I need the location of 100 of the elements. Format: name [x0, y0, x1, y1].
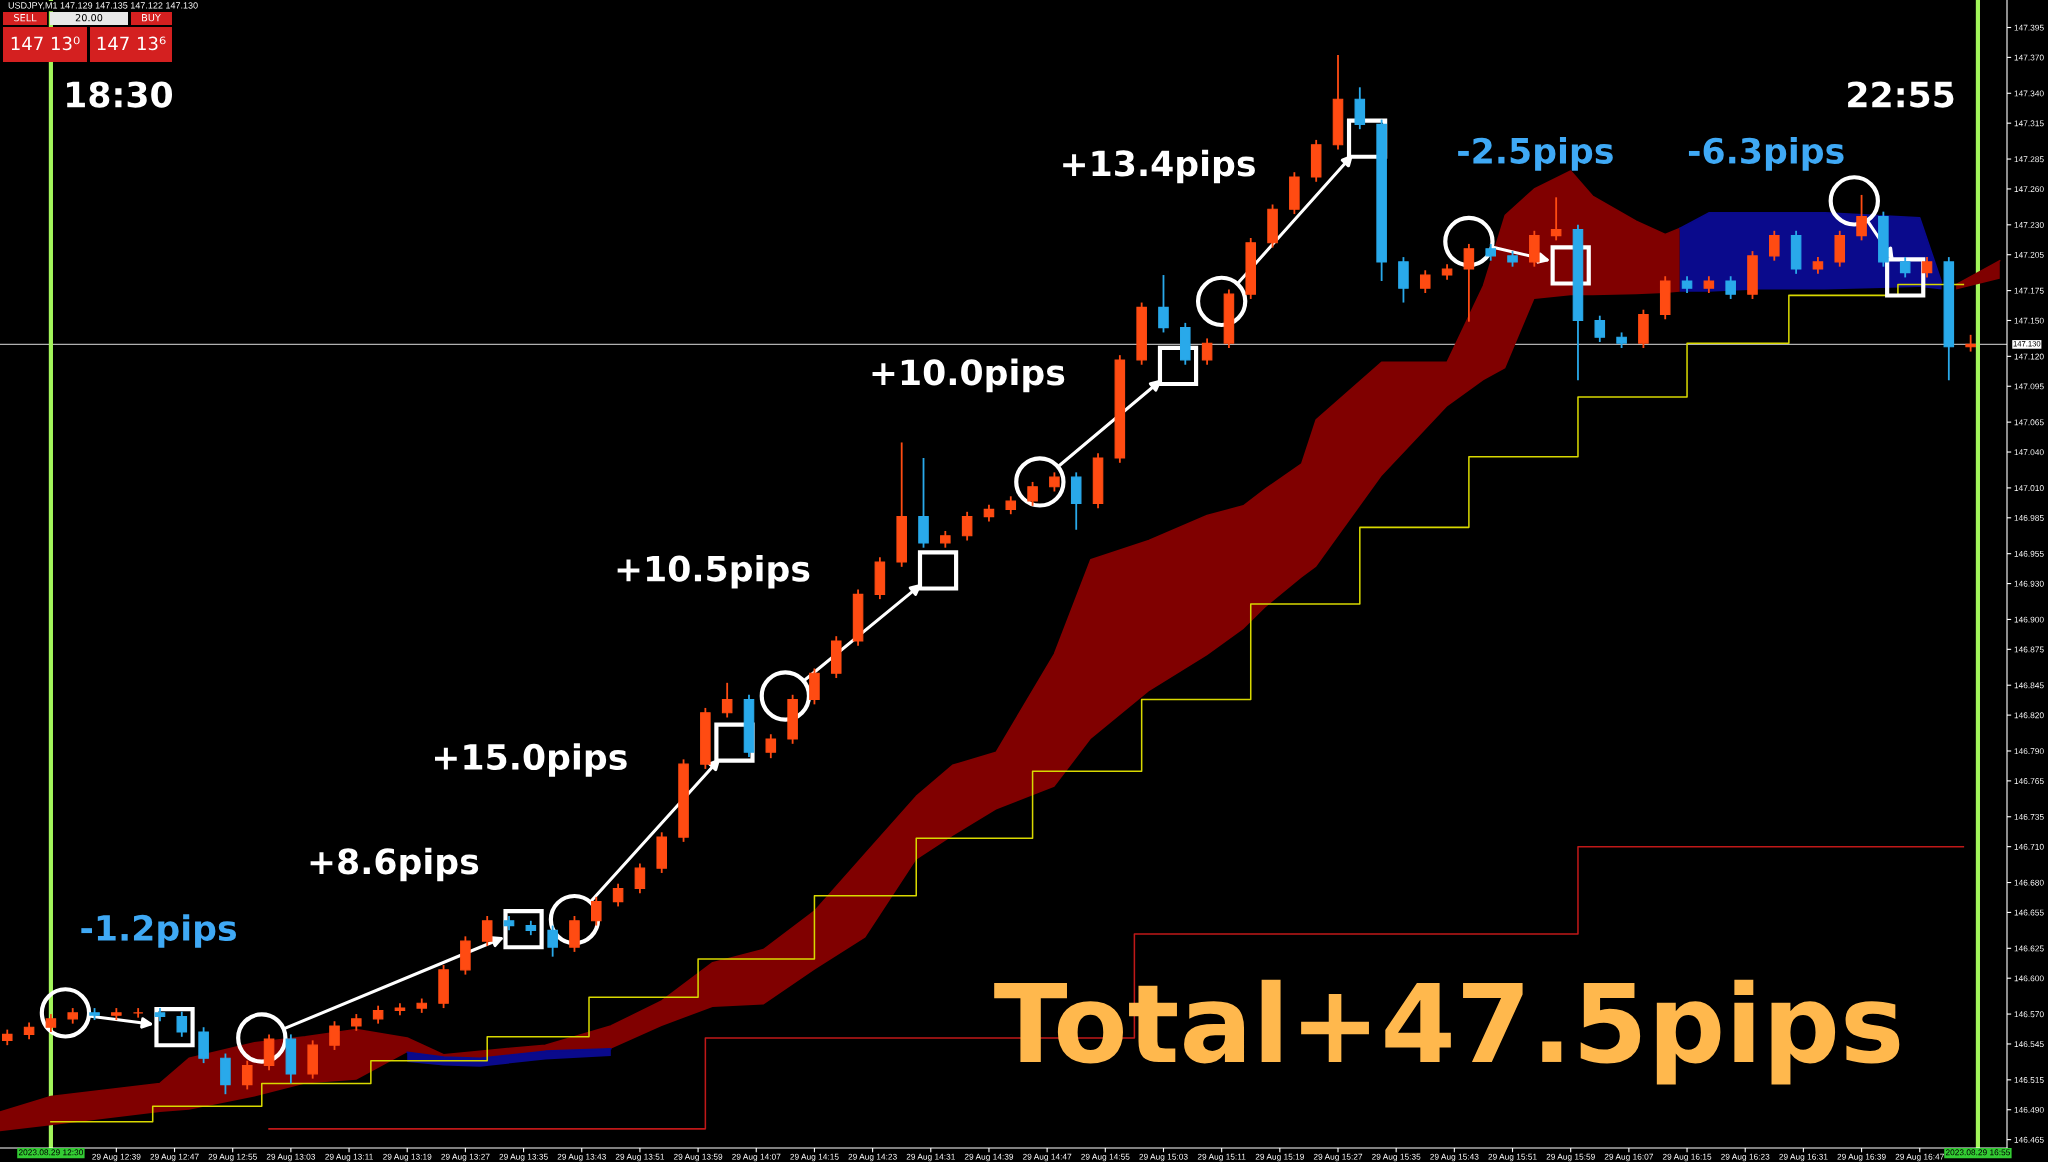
annotation: 20.00	[75, 13, 103, 22]
x-tick-label: 29 Aug 16:07	[1604, 1153, 1654, 1162]
x-tick-label: 29 Aug 14:55	[1081, 1153, 1130, 1162]
candlestick	[634, 862, 646, 895]
y-tick-label: 147.285	[2014, 156, 2044, 163]
y-tick-label: 146.955	[2014, 550, 2044, 557]
x-tick-label: 29 Aug 16:39	[1837, 1153, 1886, 1162]
candlestick	[1158, 274, 1169, 334]
y-tick-label: 146.790	[2014, 748, 2044, 755]
point	[236, 1012, 288, 1064]
x-tick-label: 29 Aug 15:43	[1430, 1153, 1479, 1162]
y-tick-label: 146.710	[2014, 843, 2044, 850]
chart-title: USDJPY,M1 147.129 147.135 147.122 147.130	[8, 2, 198, 10]
annotation: 147 13⁶	[97, 36, 166, 51]
x-tick-label: 29 Aug 13:51	[615, 1153, 665, 1162]
point	[1195, 275, 1248, 328]
y-tick-label: 146.820	[2014, 712, 2044, 719]
x-tick-label: 29 Aug 16:31	[1779, 1153, 1828, 1162]
candlestick	[329, 1020, 340, 1051]
point	[1014, 456, 1066, 508]
annotation: SELL	[14, 13, 37, 22]
y-tick-label: 146.930	[2014, 580, 2044, 587]
x-tick-label: 29 Aug 14:47	[1022, 1153, 1072, 1162]
candlestick	[961, 510, 973, 542]
x-tick-label: 29 Aug 13:03	[266, 1153, 316, 1162]
candlestick	[1725, 275, 1736, 300]
x-tick-label: 29 Aug 12:39	[92, 1153, 141, 1162]
y-tick-label: 147.175	[2014, 287, 2044, 294]
candlestick	[1921, 256, 1933, 279]
candlestick	[1965, 333, 1976, 353]
x-tick-label: 29 Aug 15:03	[1139, 1153, 1188, 1162]
x-tick-label: 29 Aug 12:47	[150, 1153, 199, 1162]
annotation: +13.4pips	[1063, 149, 1255, 184]
x-tick-label: 29 Aug 15:19	[1255, 1153, 1304, 1162]
candlestick	[1027, 481, 1038, 507]
candlestick	[612, 882, 624, 908]
y-tick-label: 147.395	[2014, 24, 2044, 31]
point	[503, 909, 544, 950]
ref-line-label: 2023.08.29 12:30	[18, 1149, 84, 1156]
x-tick-label: 29 Aug 13:59	[673, 1153, 723, 1162]
point	[1443, 215, 1495, 268]
candlestick	[1419, 269, 1431, 294]
y-tick-label: 146.490	[2014, 1106, 2044, 1113]
x-tick-label: 29 Aug 14:15	[790, 1153, 839, 1162]
y-tick-label: 147.040	[2014, 449, 2044, 456]
y-tick-label: 146.570	[2014, 1011, 2044, 1018]
annotation: +15.0pips	[435, 743, 627, 777]
x-tick-label: 29 Aug 14:39	[964, 1153, 1014, 1162]
x-tick-label: 29 Aug 15:51	[1488, 1153, 1537, 1162]
point	[759, 670, 812, 722]
candlestick	[1049, 471, 1060, 493]
x-tick-label: 29 Aug 12:55	[208, 1153, 257, 1162]
y-tick-label: 146.845	[2014, 682, 2044, 689]
candlestick	[1769, 229, 1780, 262]
y-tick-label: 146.900	[2014, 616, 2044, 623]
candlestick	[547, 924, 558, 958]
point	[917, 550, 959, 591]
y-tick-label: 146.655	[2014, 909, 2044, 916]
point	[1157, 345, 1199, 387]
candlestick	[1550, 196, 1562, 242]
y-tick-label: 147.370	[2014, 54, 2044, 61]
candlestick	[1899, 256, 1911, 279]
annotation: 18:30	[67, 81, 173, 108]
y-tick-label: 147.260	[2014, 186, 2044, 193]
y-tick-label: 146.985	[2014, 515, 2044, 521]
annotation: Total+47.5pips	[994, 979, 1900, 1085]
candlestick	[132, 1007, 144, 1019]
annotation: -2.5pips	[1458, 137, 1613, 171]
y-tick-label: 147.150	[2014, 317, 2044, 324]
x-tick-label: 29 Aug 16:15	[1662, 1153, 1712, 1162]
annotation: +8.6pips	[310, 847, 479, 882]
y-tick-label: 146.465	[2014, 1136, 2044, 1143]
candlestick	[241, 1059, 253, 1091]
y-tick-label: 146.875	[2014, 646, 2044, 653]
candlestick	[591, 895, 602, 927]
y-tick-label: 146.765	[2014, 778, 2044, 784]
annotation: +10.5pips	[617, 554, 810, 589]
annotation: +10.0pips	[872, 358, 1065, 393]
y-tick-label: 146.515	[2014, 1077, 2044, 1083]
x-tick-label: 29 Aug 14:31	[906, 1153, 955, 1162]
annotation: 147 13⁰	[11, 36, 80, 51]
candlestick	[1463, 243, 1475, 323]
x-tick-label: 29 Aug 16:23	[1721, 1153, 1770, 1162]
x-tick-label: 29 Aug 13:35	[499, 1153, 548, 1162]
point	[1885, 257, 1926, 298]
x-tick-label: 29 Aug 16:47	[1895, 1153, 1944, 1162]
annotation: 22:55	[1848, 81, 1954, 108]
x-tick-label: 29 Aug 13:19	[383, 1153, 432, 1162]
ref-line-label: 2023.08.29 16:55	[1945, 1149, 2010, 1156]
x-tick-label: 29 Aug 13:43	[557, 1153, 606, 1162]
y-tick-label: 147.205	[2014, 251, 2044, 258]
point	[154, 1007, 195, 1048]
y-tick-label: 146.680	[2014, 879, 2044, 886]
candlestick	[1594, 314, 1606, 343]
x-tick-label: 29 Aug 13:11	[325, 1153, 373, 1162]
y-tick-label: 147.230	[2014, 222, 2044, 228]
x-tick-label: 29 Aug 15:11	[1197, 1153, 1246, 1162]
y-tick-label: 146.600	[2014, 975, 2044, 982]
y-tick-label: 146.625	[2014, 945, 2044, 952]
y-tick-label: 147.065	[2014, 419, 2044, 426]
